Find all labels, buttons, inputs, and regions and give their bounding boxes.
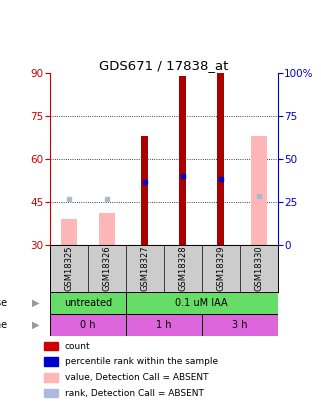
Bar (50, 314, 126, 336)
Text: 0.1 uM IAA: 0.1 uM IAA (175, 298, 228, 308)
Bar (179, 76, 186, 245)
Text: GSM18327: GSM18327 (140, 245, 149, 291)
Bar (99, 213, 115, 245)
Text: percentile rank within the sample: percentile rank within the sample (65, 357, 218, 366)
Bar (44, 389, 58, 397)
Bar (44, 373, 58, 382)
Text: 3 h: 3 h (232, 320, 247, 330)
Bar (202, 314, 278, 336)
Bar (44, 357, 58, 366)
Text: GSM18326: GSM18326 (102, 245, 111, 291)
Bar (217, 73, 224, 245)
Text: 0 h: 0 h (80, 320, 95, 330)
Bar (251, 136, 267, 245)
Text: GSM18329: GSM18329 (216, 245, 225, 291)
Bar (44, 342, 58, 350)
Text: untreated: untreated (64, 298, 112, 308)
Text: dose: dose (0, 298, 8, 308)
Text: rank, Detection Call = ABSENT: rank, Detection Call = ABSENT (65, 389, 204, 398)
Text: ▶: ▶ (31, 298, 39, 308)
Bar (141, 136, 148, 245)
Text: GSM18325: GSM18325 (64, 245, 73, 291)
Text: count: count (65, 341, 91, 350)
Text: 1 h: 1 h (156, 320, 171, 330)
Text: ▶: ▶ (31, 320, 39, 330)
Text: time: time (0, 320, 8, 330)
Text: GSM18330: GSM18330 (254, 245, 263, 291)
Bar (126, 314, 202, 336)
Bar (126, 292, 278, 314)
Text: GSM18328: GSM18328 (178, 245, 187, 291)
Text: value, Detection Call = ABSENT: value, Detection Call = ABSENT (65, 373, 208, 382)
Bar (61, 219, 77, 245)
Title: GDS671 / 17838_at: GDS671 / 17838_at (99, 59, 229, 72)
Bar (50, 292, 126, 314)
